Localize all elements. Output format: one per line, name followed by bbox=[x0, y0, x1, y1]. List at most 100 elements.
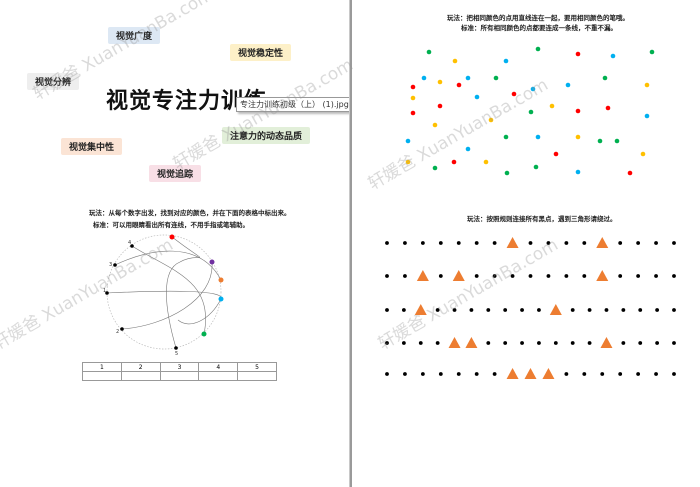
triangle-obstacle bbox=[416, 270, 429, 281]
color-dot-blue bbox=[530, 86, 536, 92]
tag-visual-concentration: 视觉集中性 bbox=[61, 138, 123, 155]
color-dot-yellow bbox=[437, 79, 443, 85]
black-dot bbox=[604, 308, 609, 312]
black-dot bbox=[385, 274, 389, 278]
color-dot-green bbox=[432, 165, 438, 171]
tag-visual-stability: 视觉稳定性 bbox=[230, 44, 292, 61]
black-dot bbox=[546, 241, 551, 245]
black-dot bbox=[636, 274, 641, 278]
color-dot-red bbox=[575, 51, 581, 57]
triangle-obstacle bbox=[549, 304, 562, 315]
color-point bbox=[201, 331, 207, 337]
color-dot-red bbox=[553, 151, 559, 157]
color-dot-blue bbox=[565, 82, 571, 88]
black-dot bbox=[474, 274, 479, 278]
triangle-obstacle bbox=[465, 337, 478, 348]
triangle-obstacle bbox=[596, 270, 609, 281]
number-point bbox=[174, 346, 178, 350]
tag-visual-tracking: 视觉追踪 bbox=[149, 165, 202, 182]
number-label: 3 bbox=[109, 262, 112, 268]
triangle-obstacle bbox=[506, 368, 519, 379]
color-dot-blue bbox=[421, 75, 427, 81]
black-dot bbox=[672, 372, 676, 376]
color-dot-red bbox=[410, 110, 416, 116]
black-dot bbox=[401, 341, 406, 345]
black-dot bbox=[655, 341, 660, 345]
color-dot-blue bbox=[575, 169, 581, 175]
color-dot-blue bbox=[535, 134, 541, 140]
instruction-standard: 标准：所有相同颜色的点都要连成一条线，不重不漏。 bbox=[461, 24, 617, 32]
black-dot bbox=[618, 372, 623, 376]
answer-cell[interactable] bbox=[82, 371, 122, 381]
number-point bbox=[120, 327, 124, 331]
black-dot bbox=[654, 274, 658, 278]
color-dot-red bbox=[451, 159, 457, 165]
black-dot bbox=[401, 308, 406, 312]
color-dot-green bbox=[426, 49, 432, 55]
tracking-line bbox=[106, 290, 222, 325]
black-dot bbox=[492, 372, 497, 376]
answer-cell[interactable] bbox=[237, 371, 277, 381]
tracking-line bbox=[131, 245, 206, 335]
color-dot-green bbox=[504, 170, 510, 176]
color-dot-yellow bbox=[644, 82, 650, 88]
black-dot bbox=[564, 372, 569, 376]
black-dot bbox=[638, 341, 643, 345]
black-dot bbox=[486, 308, 491, 312]
left-page: 视觉广度 视觉稳定性 视觉分辨 注意力的动态品质 视觉集中性 视觉追踪 视觉专注… bbox=[0, 0, 353, 487]
black-dot bbox=[537, 308, 541, 312]
number-label: 4 bbox=[128, 240, 131, 246]
color-dot-green bbox=[602, 75, 608, 81]
answer-table[interactable]: 1 2 3 4 5 bbox=[82, 362, 277, 381]
black-dot bbox=[503, 308, 508, 312]
color-dot-red bbox=[511, 91, 517, 97]
black-dot bbox=[438, 241, 443, 245]
answer-cell[interactable] bbox=[198, 371, 239, 381]
tag-visual-discrimination: 视觉分辨 bbox=[27, 73, 80, 90]
black-dot bbox=[655, 308, 660, 312]
table-header: 3 bbox=[159, 362, 200, 372]
black-dot bbox=[456, 372, 461, 376]
color-dot-red bbox=[627, 170, 633, 176]
black-dot bbox=[435, 341, 440, 345]
tag-attention-dynamic-quality: 注意力的动态品质 bbox=[222, 127, 311, 144]
triangle-obstacle bbox=[452, 270, 465, 281]
triangle-obstacle bbox=[448, 337, 461, 348]
color-dot-blue bbox=[503, 58, 509, 64]
number-label: 5 bbox=[175, 351, 178, 357]
black-dot bbox=[438, 274, 443, 278]
answer-cell[interactable] bbox=[120, 371, 161, 381]
black-dot bbox=[452, 308, 457, 312]
instruction-play: 玩法：从每个数字出发，找到对应的颜色，并在下面的表格中标出来。 bbox=[89, 209, 291, 217]
answer-cell[interactable] bbox=[159, 371, 200, 381]
black-dot bbox=[492, 241, 497, 245]
triangle-obstacle bbox=[542, 368, 555, 379]
black-dot bbox=[438, 372, 443, 376]
black-dot bbox=[385, 241, 389, 245]
black-dot bbox=[420, 241, 425, 245]
tracking-line bbox=[166, 236, 200, 349]
color-dot-red bbox=[456, 82, 462, 88]
instruction-triangle: 玩法：按照规则连接所有黑点，遇到三角形请绕过。 bbox=[467, 215, 617, 223]
color-dot-blue bbox=[644, 113, 650, 119]
color-dot-yellow bbox=[549, 103, 555, 109]
color-dot-blue bbox=[465, 75, 471, 81]
color-dot-blue bbox=[465, 146, 471, 152]
black-dot bbox=[587, 341, 592, 345]
black-dot bbox=[546, 274, 551, 278]
filename-tooltip: 专注力训练初级（上） (1).jpg bbox=[236, 97, 353, 112]
black-dot bbox=[520, 341, 524, 345]
color-dot-blue bbox=[405, 138, 411, 144]
black-dot bbox=[503, 341, 508, 345]
black-dot bbox=[570, 341, 575, 345]
triangle-obstacle bbox=[596, 237, 609, 248]
color-dot-yellow bbox=[405, 159, 411, 165]
color-point bbox=[209, 259, 215, 265]
black-dot bbox=[636, 241, 641, 245]
color-dot-green bbox=[493, 75, 499, 81]
color-dot-green bbox=[597, 138, 603, 144]
number-label: 2 bbox=[116, 329, 119, 335]
black-dot bbox=[474, 372, 479, 376]
page-divider bbox=[349, 0, 352, 487]
color-dot-red bbox=[605, 105, 611, 111]
